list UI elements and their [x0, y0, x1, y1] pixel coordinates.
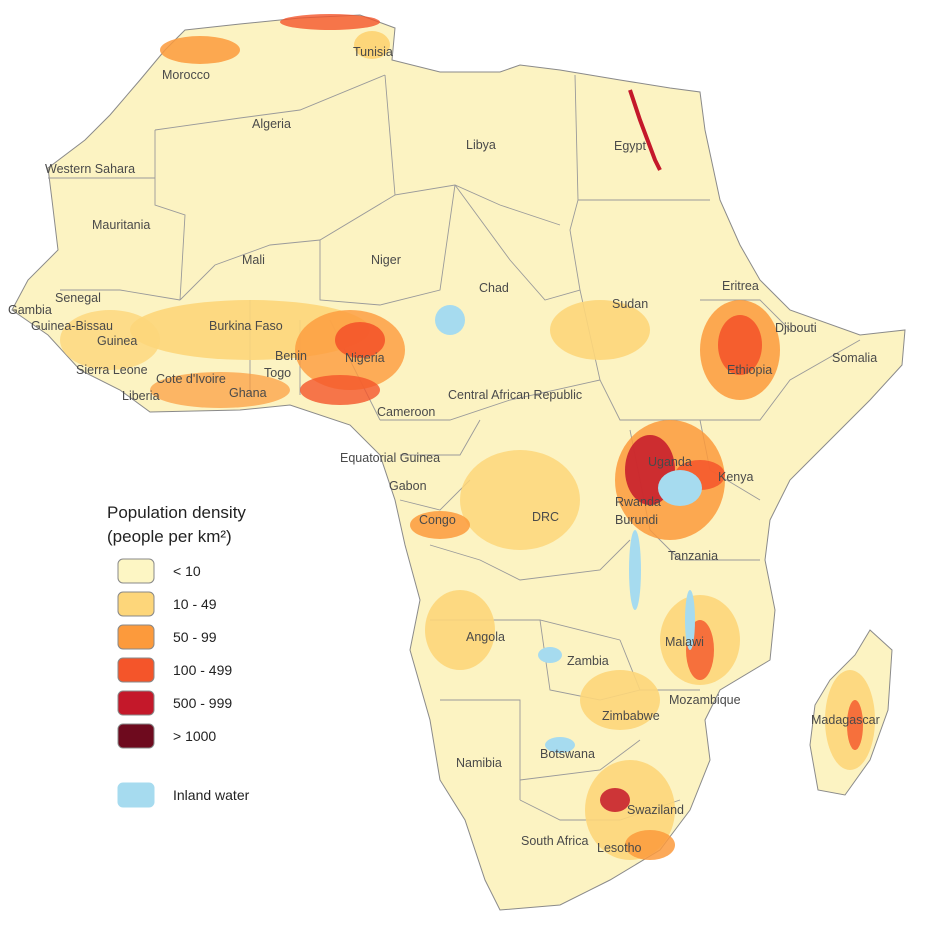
legend-label-500-999: 500 - 999	[173, 695, 232, 711]
label-senegal: Senegal	[55, 291, 101, 305]
label-guinea-bissau: Guinea-Bissau	[31, 319, 113, 333]
label-somalia: Somalia	[832, 351, 877, 365]
label-zambia: Zambia	[567, 654, 609, 668]
legend: Population density (people per km²) < 10…	[107, 503, 250, 808]
country-labels: Tunisia Morocco Algeria Libya Egypt West…	[8, 45, 880, 855]
label-sierra-leone: Sierra Leone	[76, 363, 148, 377]
legend-label-50-99: 50 - 99	[173, 629, 217, 645]
label-togo: Togo	[264, 366, 291, 380]
label-congo: Congo	[419, 513, 456, 527]
label-mali: Mali	[242, 253, 265, 267]
legend-swatch-gt1000	[117, 723, 155, 749]
label-ethiopia: Ethiopia	[727, 363, 772, 377]
legend-swatch-50-99	[117, 624, 155, 650]
legend-swatch-500-999	[117, 690, 155, 716]
label-cameroon: Cameroon	[377, 405, 435, 419]
label-madagascar: Madagascar	[811, 713, 880, 727]
label-burundi: Burundi	[615, 513, 658, 527]
label-morocco: Morocco	[162, 68, 210, 82]
label-rwanda: Rwanda	[615, 495, 661, 509]
legend-label-10-49: 10 - 49	[173, 596, 217, 612]
label-guinea: Guinea	[97, 334, 137, 348]
label-algeria: Algeria	[252, 117, 291, 131]
legend-label-gt1000: > 1000	[173, 728, 216, 744]
legend-swatch-water	[117, 782, 155, 808]
label-lesotho: Lesotho	[597, 841, 642, 855]
label-namibia: Namibia	[456, 756, 502, 770]
label-equatorial-guinea: Equatorial Guinea	[340, 451, 440, 465]
legend-swatch-lt10	[117, 558, 155, 584]
label-nigeria: Nigeria	[345, 351, 385, 365]
legend-label-lt10: < 10	[173, 563, 201, 579]
label-mozambique: Mozambique	[669, 693, 741, 707]
label-liberia: Liberia	[122, 389, 160, 403]
legend-label-water: Inland water	[173, 787, 250, 803]
label-egypt: Egypt	[614, 139, 646, 153]
label-drc: DRC	[532, 510, 559, 524]
label-sudan: Sudan	[612, 297, 648, 311]
label-burkina-faso: Burkina Faso	[209, 319, 283, 333]
label-djibouti: Djibouti	[775, 321, 817, 335]
label-gabon: Gabon	[389, 479, 427, 493]
label-kenya: Kenya	[718, 470, 753, 484]
legend-swatch-100-499	[117, 657, 155, 683]
label-ghana: Ghana	[229, 386, 267, 400]
legend-title-line1: Population density	[107, 503, 246, 522]
label-gambia: Gambia	[8, 303, 52, 317]
label-zimbabwe: Zimbabwe	[602, 709, 660, 723]
label-tunisia: Tunisia	[353, 45, 393, 59]
legend-swatch-10-49	[117, 591, 155, 617]
africa-landmass	[11, 14, 906, 911]
label-mauritania: Mauritania	[92, 218, 150, 232]
label-south-africa: South Africa	[521, 834, 588, 848]
label-niger: Niger	[371, 253, 401, 267]
label-botswana: Botswana	[540, 747, 595, 761]
label-uganda: Uganda	[648, 455, 692, 469]
inland-water	[435, 305, 702, 753]
label-eritrea: Eritrea	[722, 279, 759, 293]
label-malawi: Malawi	[665, 635, 704, 649]
label-angola: Angola	[466, 630, 505, 644]
legend-label-100-499: 100 - 499	[173, 662, 232, 678]
label-benin: Benin	[275, 349, 307, 363]
legend-title-line2: (people per km²)	[107, 527, 232, 546]
label-libya: Libya	[466, 138, 496, 152]
label-cote-divoire: Cote d'Ivoire	[156, 372, 226, 386]
label-swaziland: Swaziland	[627, 803, 684, 817]
label-western-sahara: Western Sahara	[45, 162, 135, 176]
label-tanzania: Tanzania	[668, 549, 718, 563]
label-car: Central African Republic	[448, 388, 582, 402]
label-chad: Chad	[479, 281, 509, 295]
